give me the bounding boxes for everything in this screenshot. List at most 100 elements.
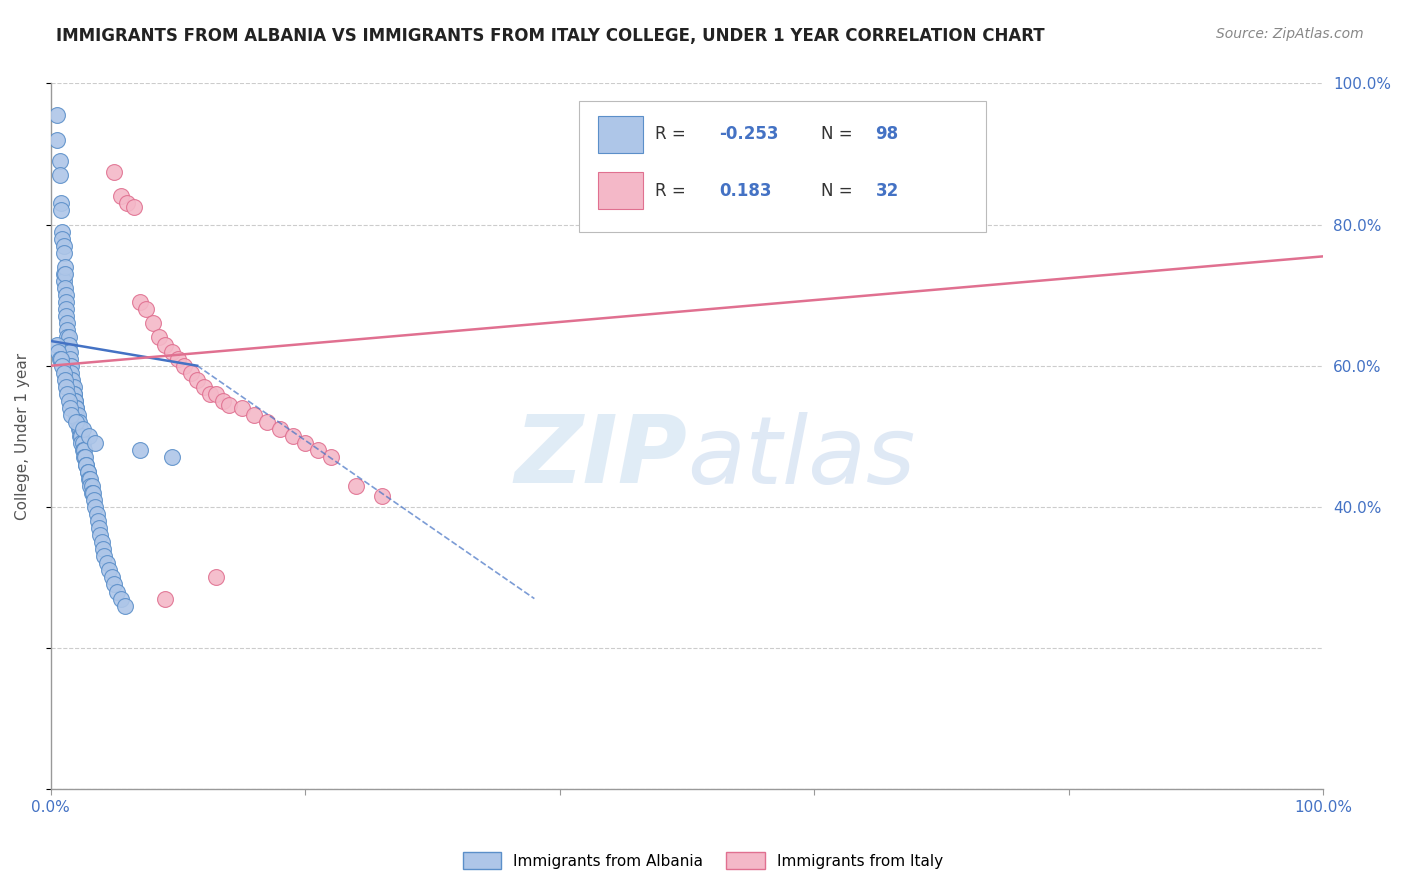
Text: IMMIGRANTS FROM ALBANIA VS IMMIGRANTS FROM ITALY COLLEGE, UNDER 1 YEAR CORRELATI: IMMIGRANTS FROM ALBANIA VS IMMIGRANTS FR… xyxy=(56,27,1045,45)
Text: -0.253: -0.253 xyxy=(718,125,779,144)
Point xyxy=(193,380,215,394)
Point xyxy=(77,429,100,443)
Point xyxy=(180,366,202,380)
Point xyxy=(129,295,152,310)
Point xyxy=(58,337,80,351)
Point xyxy=(62,387,84,401)
Legend: Immigrants from Albania, Immigrants from Italy: Immigrants from Albania, Immigrants from… xyxy=(457,846,949,875)
Text: R =: R = xyxy=(655,125,692,144)
Point xyxy=(98,563,121,577)
Text: R =: R = xyxy=(655,182,692,200)
Point xyxy=(55,302,77,317)
Point xyxy=(55,310,77,324)
Bar xyxy=(598,172,643,209)
Point xyxy=(70,436,93,450)
Point xyxy=(101,570,124,584)
Point xyxy=(48,154,70,169)
Point xyxy=(49,196,72,211)
Point xyxy=(67,415,90,429)
Point xyxy=(231,401,253,415)
Point xyxy=(148,330,170,344)
Point xyxy=(63,394,86,409)
Point xyxy=(55,295,77,310)
Point xyxy=(65,415,87,429)
Point xyxy=(58,330,80,344)
Point xyxy=(77,472,100,486)
Point xyxy=(65,401,87,415)
Point xyxy=(307,443,329,458)
Point xyxy=(160,450,183,465)
Bar xyxy=(598,116,643,153)
Point xyxy=(79,472,101,486)
Point xyxy=(105,584,128,599)
Point xyxy=(89,521,111,535)
Point xyxy=(110,591,132,606)
Point xyxy=(48,344,70,359)
Point xyxy=(173,359,195,373)
Point xyxy=(135,302,157,317)
Point xyxy=(56,330,79,344)
Point xyxy=(122,200,145,214)
Point xyxy=(69,429,91,443)
Point xyxy=(46,337,69,351)
Point xyxy=(59,359,82,373)
Point xyxy=(66,415,89,429)
Point xyxy=(91,542,114,557)
Point xyxy=(59,351,82,366)
Point xyxy=(319,450,342,465)
Point xyxy=(52,267,75,281)
Point xyxy=(129,443,152,458)
Point xyxy=(65,408,87,422)
Point xyxy=(55,380,77,394)
Point xyxy=(51,232,73,246)
Point xyxy=(66,408,89,422)
Point xyxy=(79,478,101,492)
Point xyxy=(115,196,138,211)
Point xyxy=(48,351,70,366)
Point xyxy=(84,436,107,450)
Point xyxy=(103,577,125,591)
Point xyxy=(167,351,190,366)
Point xyxy=(53,281,76,295)
Point xyxy=(60,408,83,422)
Text: N =: N = xyxy=(821,125,852,144)
Y-axis label: College, Under 1 year: College, Under 1 year xyxy=(15,352,30,520)
Point xyxy=(160,344,183,359)
Point xyxy=(73,450,96,465)
Point xyxy=(93,549,115,564)
Point xyxy=(90,535,112,549)
Point xyxy=(46,108,69,122)
Point xyxy=(60,373,83,387)
Point xyxy=(103,164,125,178)
Point xyxy=(114,599,136,613)
Point xyxy=(344,478,367,492)
Point xyxy=(83,492,105,507)
Point xyxy=(84,500,107,514)
Point xyxy=(82,485,104,500)
Point xyxy=(56,317,79,331)
Point xyxy=(72,436,94,450)
Text: N =: N = xyxy=(821,182,852,200)
Point xyxy=(52,274,75,288)
Point xyxy=(80,485,103,500)
Point xyxy=(243,408,266,422)
Point xyxy=(56,323,79,337)
Point xyxy=(65,401,87,415)
Point xyxy=(62,380,84,394)
Point xyxy=(676,108,699,122)
Point xyxy=(110,189,132,203)
Point xyxy=(49,203,72,218)
Text: ZIP: ZIP xyxy=(515,411,688,503)
Point xyxy=(211,394,233,409)
FancyBboxPatch shape xyxy=(579,101,986,232)
Point xyxy=(73,443,96,458)
Point xyxy=(53,373,76,387)
Point xyxy=(67,422,90,436)
Point xyxy=(62,387,84,401)
Point xyxy=(72,422,94,436)
Point xyxy=(62,373,84,387)
Point xyxy=(186,373,208,387)
Text: 98: 98 xyxy=(876,125,898,144)
Point xyxy=(76,465,98,479)
Point xyxy=(205,570,228,584)
